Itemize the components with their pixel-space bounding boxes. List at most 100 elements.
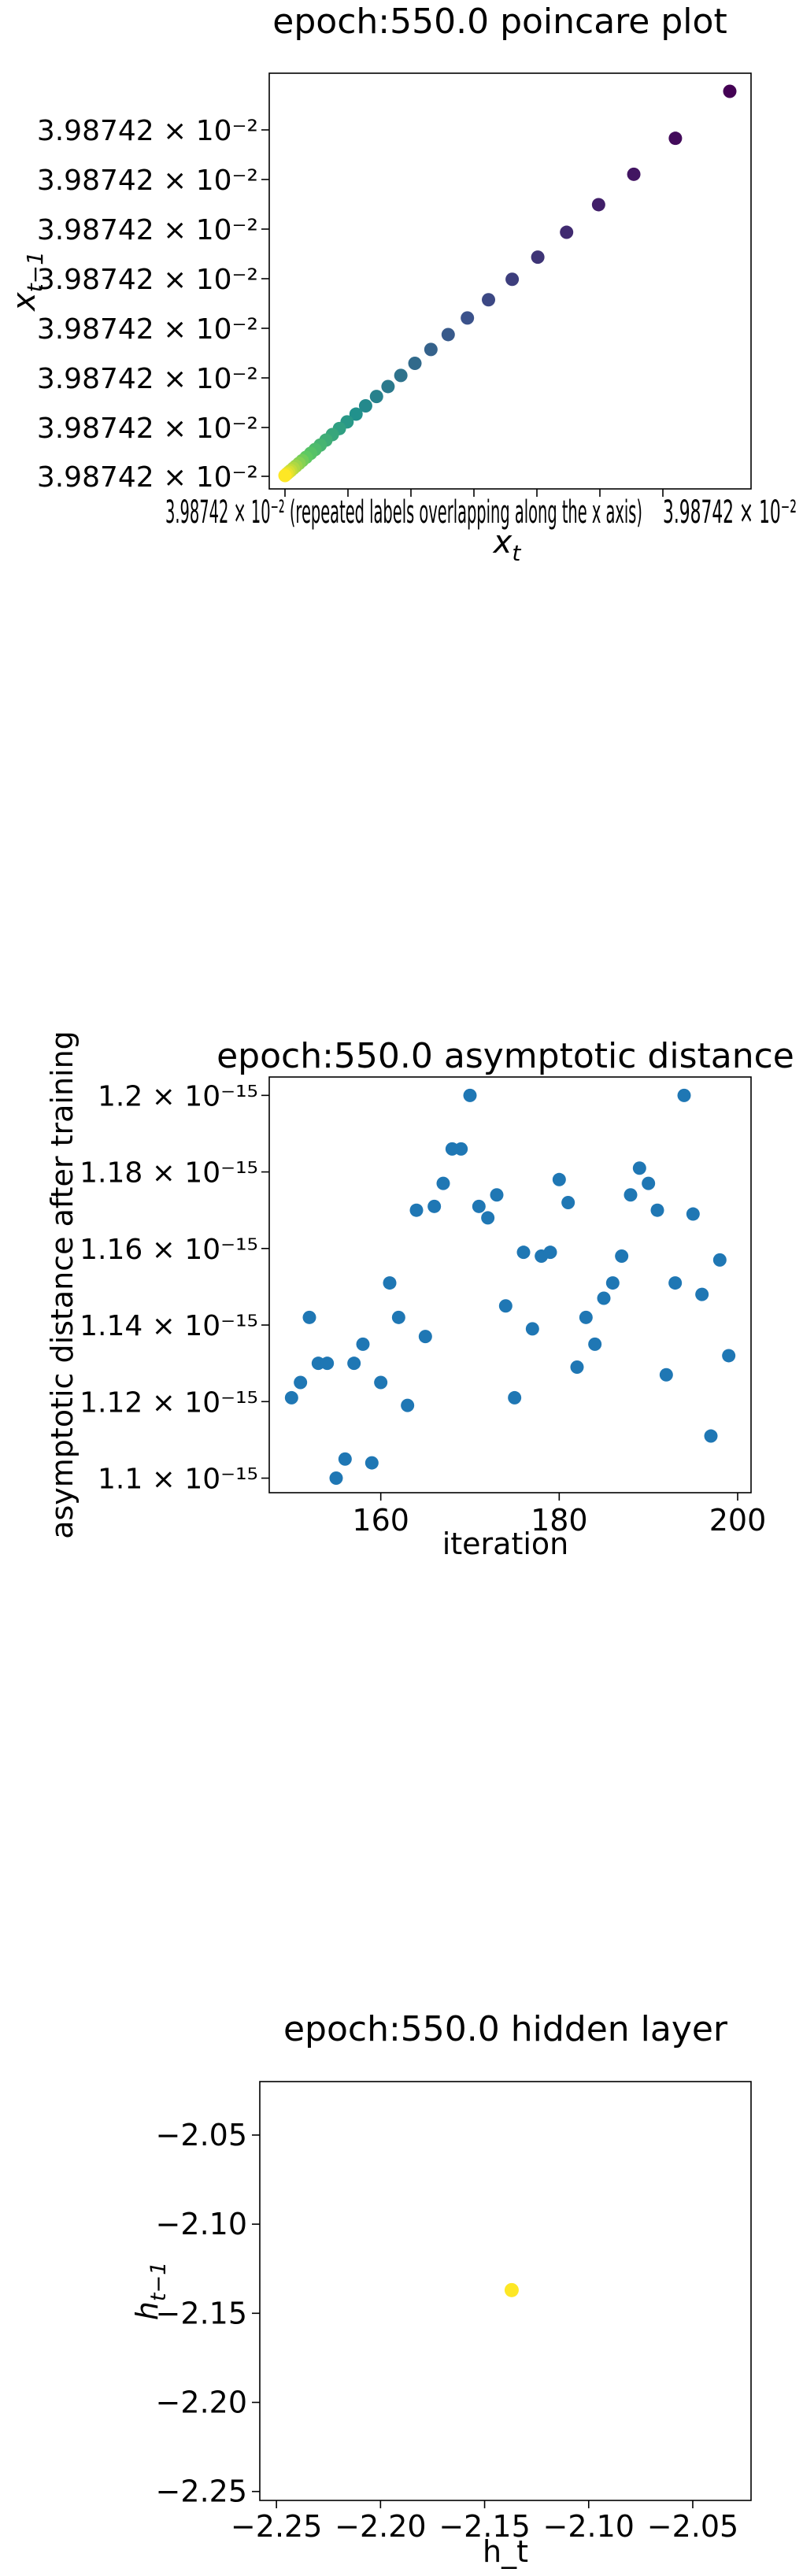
poincare-y-tick-label: 3.98742 × 10⁻²	[37, 413, 258, 445]
distance-point	[481, 1211, 495, 1225]
poincare-point	[627, 167, 641, 181]
poincare-point	[505, 272, 520, 287]
poincare-point	[531, 250, 545, 265]
poincare-point	[461, 311, 475, 325]
distance-y-tick-label: 1.14 × 10⁻¹⁵	[80, 1310, 258, 1342]
poincare-point	[381, 379, 395, 394]
distance-point	[570, 1360, 584, 1375]
distance-point	[579, 1310, 593, 1324]
distance-point	[294, 1375, 308, 1390]
distance-y-label: asymptotic distance after training	[45, 1031, 80, 1539]
distance-point	[525, 1322, 539, 1336]
distance-chart: epoch:550.0 asymptotic distance 160 180 20…	[45, 1031, 794, 1561]
hidden-x-tick-label: −2.10	[543, 2509, 635, 2544]
distance-point	[642, 1176, 656, 1190]
poincare-point	[358, 399, 372, 413]
distance-point	[588, 1337, 602, 1351]
distance-point	[418, 1330, 432, 1344]
poincare-x-tick-labels: 3.98742 × 10⁻² (repeated labels overlapp…	[165, 494, 642, 531]
distance-point	[516, 1245, 531, 1260]
poincare-y-label: xt−1	[6, 251, 48, 313]
hidden-x-axis: −2.25 −2.20 −2.15 −2.10 −2.05	[231, 2500, 738, 2544]
poincare-y-tick-label: 3.98742 × 10⁻²	[37, 214, 258, 246]
hidden-point	[504, 2282, 519, 2297]
poincare-point	[560, 225, 574, 239]
distance-point	[427, 1199, 442, 1213]
distance-point	[632, 1161, 646, 1175]
distance-y-tick-label: 1.12 × 10⁻¹⁵	[80, 1386, 258, 1419]
hidden-y-axis: −2.05 −2.10 −2.15 −2.20 −2.25	[156, 2118, 260, 2509]
poincare-point	[482, 293, 496, 307]
poincare-plot-frame	[268, 72, 752, 490]
distance-point	[677, 1088, 691, 1102]
hidden-y-tick-label: −2.10	[156, 2207, 247, 2241]
distance-point	[374, 1375, 388, 1390]
poincare-point	[668, 131, 683, 146]
hidden-plot-frame	[259, 2081, 752, 2501]
distance-y-axis: 1.1 × 10⁻¹⁵ 1.12 × 10⁻¹⁵ 1.14 × 10⁻¹⁵ 1.16 …	[80, 1080, 269, 1496]
hidden-x-tick-label: −2.05	[647, 2509, 738, 2544]
distance-point	[704, 1429, 718, 1443]
poincare-title: epoch:550.0 poincare plot	[272, 2, 727, 42]
distance-y-tick-label: 1.16 × 10⁻¹⁵	[80, 1234, 258, 1266]
poincare-y-tick-label: 3.98742 × 10⁻²	[37, 313, 258, 346]
distance-point	[472, 1199, 486, 1213]
distance-points	[284, 1088, 736, 1486]
distance-point	[364, 1456, 379, 1470]
distance-y-tick-label: 1.18 × 10⁻¹⁵	[80, 1157, 258, 1190]
distance-point	[490, 1188, 504, 1202]
hidden-points	[504, 2282, 519, 2297]
hidden-x-label: h_t	[483, 2534, 528, 2569]
poincare-point	[369, 390, 383, 404]
distance-x-label: iteration	[442, 1527, 569, 1561]
poincare-point	[441, 328, 455, 342]
poincare-y-tick-label: 3.98742 × 10⁻²	[37, 165, 258, 197]
distance-point	[668, 1276, 683, 1290]
distance-point	[347, 1356, 361, 1371]
distance-point	[605, 1276, 620, 1290]
hidden-y-tick-label: −2.05	[156, 2118, 247, 2152]
poincare-x-tick-label-last: 3.98742 × 10⁻²	[663, 494, 797, 531]
distance-y-tick-label: 1.2 × 10⁻¹⁵	[98, 1080, 258, 1112]
hidden-x-tick-label: −2.20	[335, 2509, 426, 2544]
poincare-point	[424, 342, 438, 357]
poincare-point	[591, 198, 605, 212]
distance-point	[686, 1207, 700, 1221]
distance-x-tick-label: 160	[352, 1503, 409, 1538]
distance-x-tick-label: 200	[709, 1503, 767, 1538]
hidden-title: epoch:550.0 hidden layer	[283, 2009, 728, 2049]
distance-point	[498, 1299, 513, 1313]
distance-y-tick-label: 1.1 × 10⁻¹⁵	[98, 1464, 258, 1496]
hidden-layer-chart: epoch:550.0 hidden layer −2.25 −2.20 −2.15…	[130, 2009, 752, 2569]
distance-point	[338, 1452, 352, 1466]
distance-point	[561, 1195, 575, 1209]
poincare-y-axis: 3.98742 × 10⁻² 3.98742 × 10⁻² 3.98742 × 10…	[37, 115, 269, 494]
hidden-y-tick-label: −2.15	[156, 2296, 247, 2330]
distance-point	[436, 1176, 450, 1190]
distance-point	[615, 1249, 629, 1264]
poincare-point	[723, 84, 737, 98]
distance-point	[401, 1398, 415, 1412]
distance-point	[508, 1390, 522, 1405]
distance-title: epoch:550.0 asymptotic distance	[216, 1036, 794, 1076]
poincare-point	[349, 407, 363, 421]
poincare-y-tick-label: 3.98742 × 10⁻²	[37, 115, 258, 147]
distance-point	[463, 1088, 477, 1102]
hidden-x-tick-label: −2.25	[231, 2509, 322, 2544]
poincare-y-tick-label: 3.98742 × 10⁻²	[37, 264, 258, 296]
hidden-x-tick-label: −2.15	[439, 2509, 530, 2544]
hidden-y-tick-label: −2.25	[156, 2474, 247, 2509]
distance-point	[552, 1172, 566, 1186]
distance-point	[356, 1337, 370, 1351]
distance-point	[543, 1245, 557, 1260]
distance-point	[409, 1203, 424, 1217]
distance-x-axis: 160 180 200	[352, 1493, 766, 1538]
distance-point	[391, 1310, 405, 1324]
poincare-y-tick-label: 3.98742 × 10⁻²	[37, 363, 258, 395]
distance-point	[284, 1390, 298, 1405]
distance-point	[722, 1349, 736, 1363]
distance-point	[329, 1471, 343, 1486]
distance-point	[302, 1310, 316, 1324]
poincare-point	[278, 468, 292, 483]
